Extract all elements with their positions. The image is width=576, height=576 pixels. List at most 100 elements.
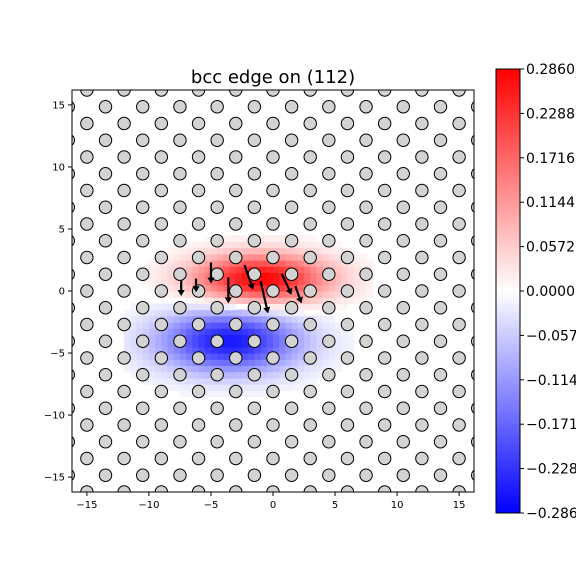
heatmap-cell [285, 315, 293, 323]
heatmap-cell [316, 353, 324, 360]
heatmap-cell [124, 346, 131, 354]
heatmap-cell [341, 278, 349, 286]
atom-marker [117, 317, 131, 332]
heatmap-cell [192, 365, 200, 373]
heatmap-cell [322, 284, 330, 292]
heatmap-cell [328, 291, 336, 298]
heatmap-cell [223, 259, 231, 267]
atom-marker [247, 468, 262, 482]
heatmap-cell [316, 247, 324, 255]
atom-marker [154, 451, 169, 466]
heatmap-cell [248, 259, 255, 267]
heatmap-cell [204, 253, 212, 261]
atom-marker [396, 234, 410, 248]
atom-marker [173, 200, 187, 214]
heatmap-cell [248, 390, 255, 398]
atom-marker [210, 368, 224, 382]
atom-marker [471, 335, 474, 347]
atom-marker [340, 150, 355, 164]
atom-marker [98, 468, 113, 482]
heatmap-cell [279, 340, 287, 348]
heatmap-cell [179, 278, 187, 286]
heatmap-cell [204, 371, 212, 379]
heatmap-cell [167, 303, 175, 311]
heatmap-cell [136, 322, 144, 329]
heatmap-cell [148, 377, 156, 385]
heatmap-cell [353, 272, 361, 280]
heatmap-cell [142, 328, 150, 336]
atom-marker [173, 301, 187, 315]
heatmap-cell [136, 328, 144, 336]
heatmap-cell [235, 247, 243, 255]
heatmap-cell [328, 359, 336, 367]
heatmap-cell [279, 253, 287, 261]
atom-marker [396, 200, 410, 214]
heatmap-cell [167, 371, 175, 379]
heatmap-cell [124, 334, 131, 342]
heatmap-cell [241, 390, 249, 398]
atom-marker [266, 250, 280, 265]
heatmap-cell [266, 272, 274, 280]
heatmap-cell [335, 359, 342, 367]
heatmap-cell [155, 303, 162, 311]
heatmap-cell [130, 309, 138, 317]
heatmap-cell [155, 278, 162, 286]
colorbar-tick-label: −0.1716 [526, 417, 576, 433]
atom-marker [396, 301, 410, 315]
heatmap-cell [359, 291, 367, 298]
heatmap-cell [316, 340, 324, 348]
heatmap-cell [235, 272, 243, 280]
heatmap-cell [310, 371, 318, 379]
atom-marker [191, 150, 206, 164]
displacement-arrow [177, 279, 185, 296]
atom-marker [303, 317, 317, 332]
heatmap-cell [217, 346, 224, 354]
heatmap-cell [241, 297, 249, 305]
heatmap-cell [328, 322, 336, 329]
atom-marker [117, 384, 131, 399]
atom-marker [136, 334, 150, 348]
atom-marker [433, 435, 448, 449]
atom-marker [136, 301, 150, 315]
atom-marker [247, 401, 262, 415]
heatmap-cell [310, 365, 318, 373]
heatmap-cell [328, 297, 336, 305]
atom-marker [396, 167, 410, 181]
heatmap-cell [347, 266, 355, 273]
heatmap-cell [192, 272, 200, 280]
heatmap-cell [297, 353, 305, 360]
heatmap-cell [186, 377, 193, 385]
heatmap-cell [285, 291, 293, 298]
heatmap-cell [204, 334, 212, 342]
heatmap-cell [210, 346, 218, 354]
x-tick-label: 5 [332, 500, 338, 511]
heatmap-cell [192, 247, 200, 255]
heatmap-cell [217, 315, 224, 323]
heatmap-cell [167, 291, 175, 298]
heatmap-cell [335, 334, 342, 342]
heatmap-cell [297, 322, 305, 329]
atom-marker [80, 317, 94, 332]
heatmap-cell [204, 259, 212, 267]
atom-marker [98, 167, 113, 181]
atom-marker [210, 435, 224, 449]
heatmap-cell [241, 353, 249, 360]
atom-marker [266, 183, 280, 198]
heatmap-cell [335, 284, 342, 292]
atom-marker [340, 317, 355, 332]
atom-marker [471, 469, 474, 481]
atom-marker [210, 167, 224, 181]
heatmap-cell [310, 328, 318, 336]
heatmap-cell [316, 334, 324, 342]
heatmap-cell [217, 253, 224, 261]
heatmap-cell [155, 371, 162, 379]
heatmap-cell [167, 365, 175, 373]
atom-marker [396, 133, 410, 147]
heatmap-cell [279, 371, 287, 379]
heatmap-cell [148, 353, 156, 360]
atom-marker [359, 368, 373, 382]
heatmap-cell [260, 334, 268, 342]
heatmap-cell [198, 377, 206, 385]
atom-marker [98, 334, 113, 348]
heatmap-cell [192, 309, 200, 317]
